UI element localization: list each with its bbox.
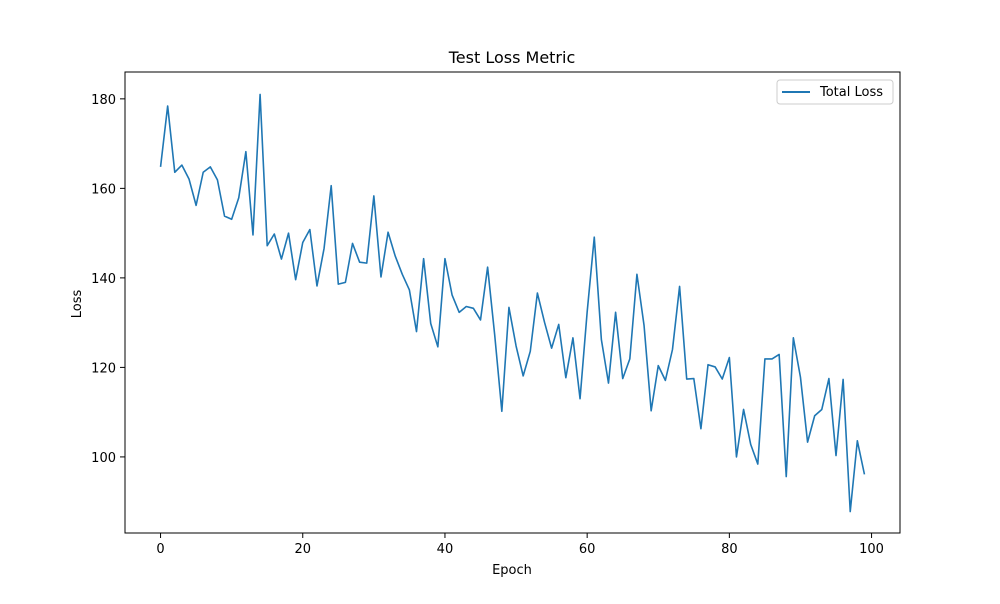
x-tick-label: 40 (437, 542, 454, 557)
series-line-total-loss (159, 93, 866, 513)
plot-frame (124, 71, 901, 534)
axis-ticks: 0 20 40 60 80 100 100 120 140 160 180 (91, 93, 884, 557)
x-tick-label: 100 (859, 542, 884, 557)
x-tick-label: 60 (579, 542, 596, 557)
y-tick-label: 160 (91, 182, 116, 197)
y-axis-label: Loss (70, 290, 85, 319)
series-layer (159, 93, 866, 513)
x-tick-label: 80 (721, 542, 738, 557)
chart-title: Test Loss Metric (448, 48, 576, 67)
legend-box (776, 79, 894, 105)
y-tick-label: 100 (91, 451, 116, 466)
x-tick-label: 20 (294, 542, 311, 557)
y-tick-label: 180 (91, 93, 116, 108)
x-tick-label: 0 (156, 542, 164, 557)
legend: Total Loss (776, 79, 894, 105)
x-axis-label: Epoch (492, 563, 532, 578)
y-tick-label: 140 (91, 272, 116, 287)
legend-label-total-loss: Total Loss (819, 85, 883, 100)
y-tick-label: 120 (91, 361, 116, 376)
